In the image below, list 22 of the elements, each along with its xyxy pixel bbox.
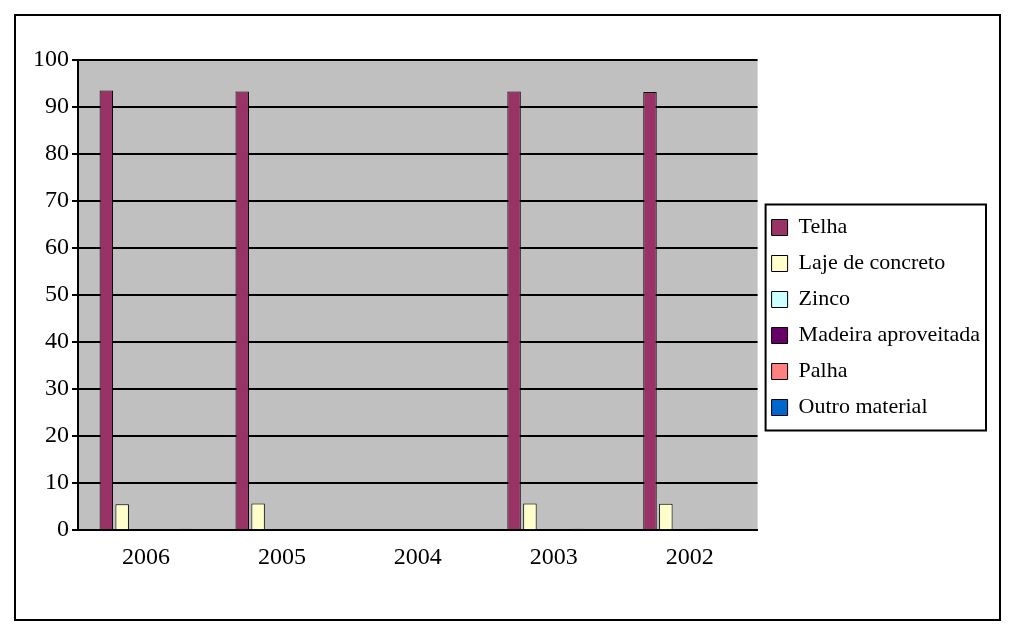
legend-label: Telha [798,213,848,239]
y-tick-label: 20 [45,421,69,448]
legend-label: Palha [798,357,848,383]
x-tick-label: 2006 [121,542,170,569]
x-tick-label: 2002 [665,542,714,569]
legend-label: Zinco [798,285,850,311]
y-tick-label: 80 [45,139,69,166]
y-tick-label: 10 [45,468,69,495]
y-tick-label: 50 [45,280,69,307]
legend-label: Madeira aproveitada [798,321,981,347]
x-tick-label: 2005 [257,542,306,569]
y-tick-label: 70 [45,186,69,213]
y-tick-label: 40 [45,327,69,354]
x-tick-label: 2003 [529,542,578,569]
y-tick-label: 100 [33,45,69,72]
legend-label: Laje de concreto [798,249,946,275]
y-tick-label: 90 [45,92,69,119]
y-tick-label: 30 [45,374,69,401]
y-tick-label: 60 [45,233,69,260]
x-tick-label: 2004 [393,542,442,569]
y-tick-label: 0 [57,515,69,542]
legend-label: Outro material [798,393,928,419]
